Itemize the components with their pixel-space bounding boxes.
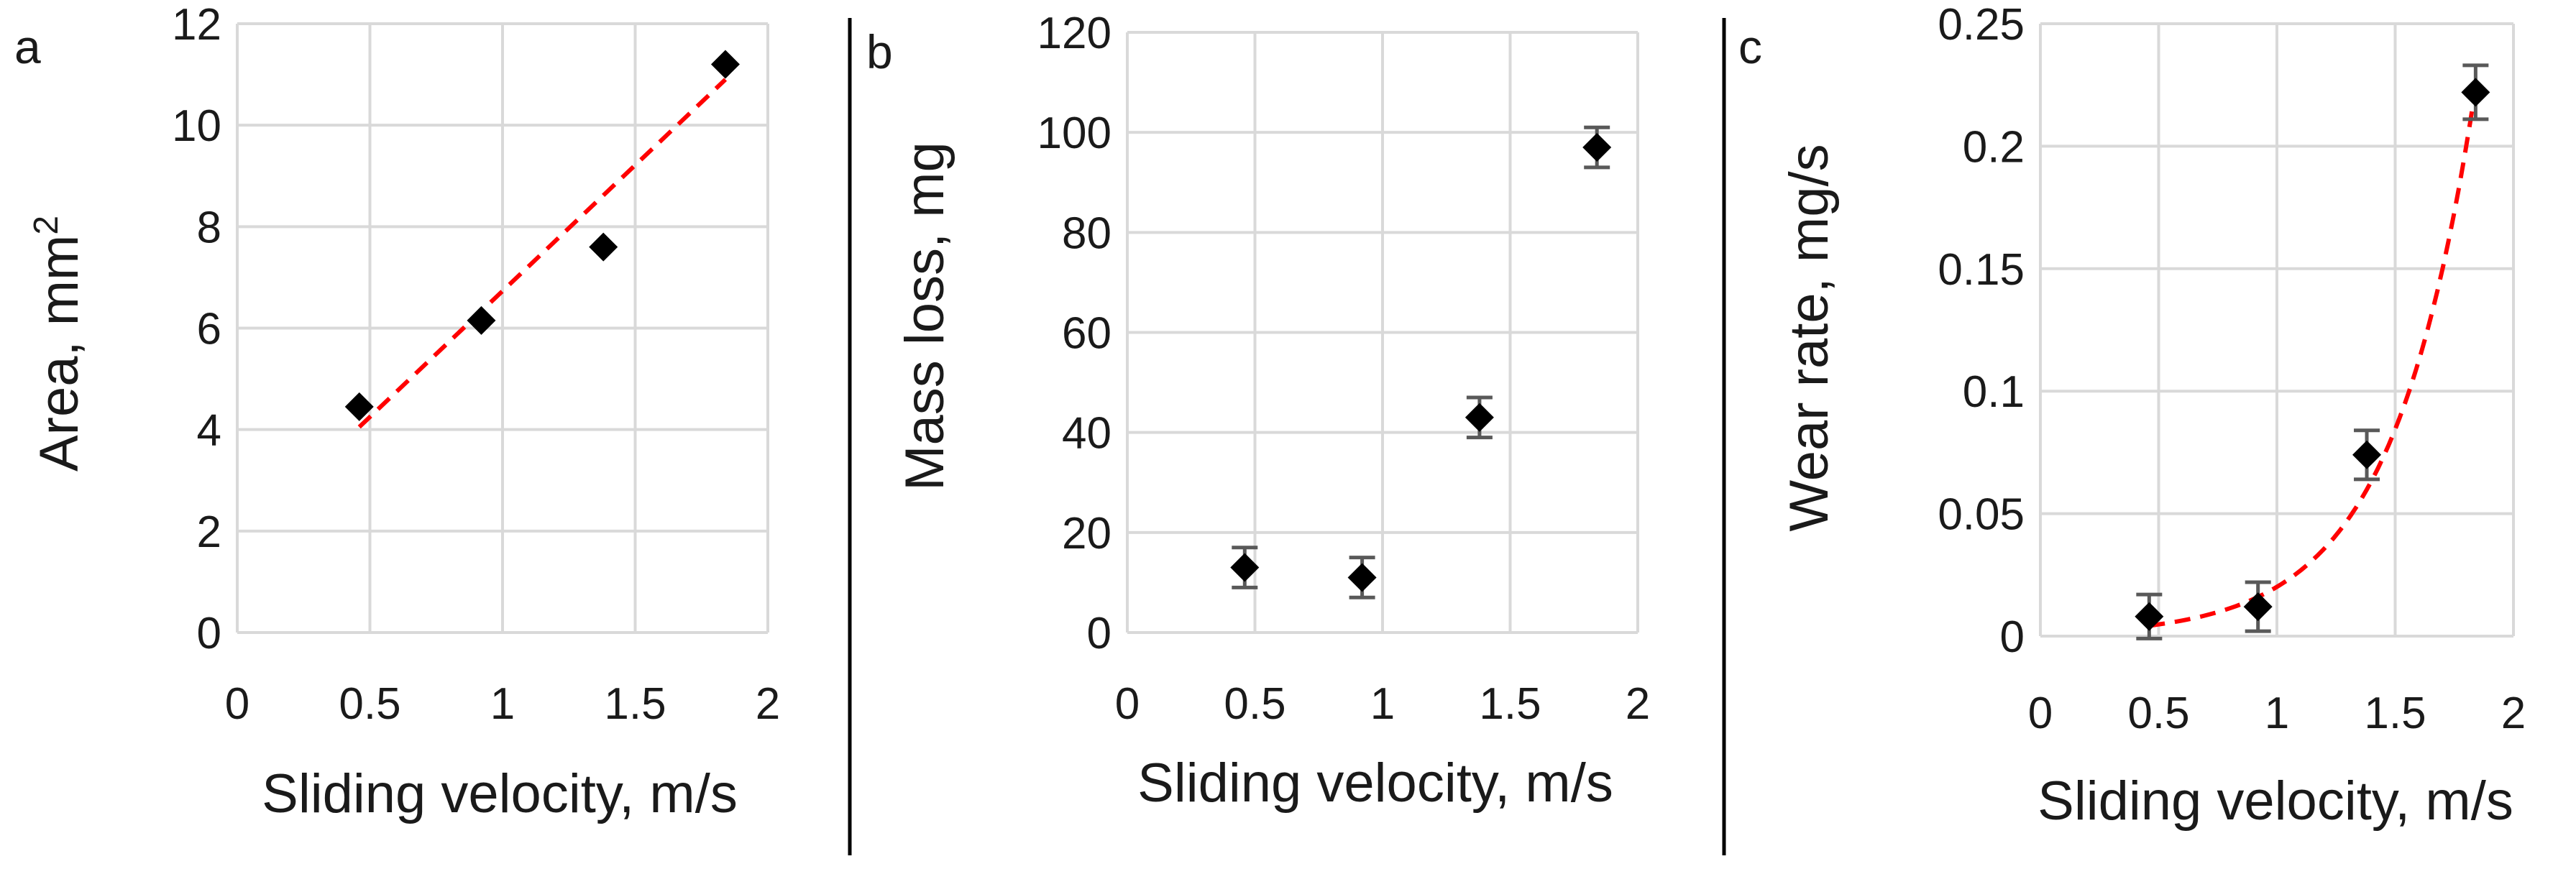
x-axis-title: Sliding velocity, m/s bbox=[2038, 771, 2513, 832]
x-tick-label: 0.5 bbox=[1224, 679, 1285, 729]
chart-panel-a: a 0 0.5 1 1.5 2 0 2 4 6 8 10 12 Sliding velocity, m… bbox=[14, 0, 780, 824]
y-tick-label: 0 bbox=[2000, 612, 2025, 662]
y-tick-label: 8 bbox=[197, 203, 221, 252]
y-tick-label: 80 bbox=[1062, 208, 1111, 258]
data-point bbox=[2461, 78, 2490, 107]
trendline bbox=[2148, 87, 2478, 628]
plot-area-a: 0 0.5 1 1.5 2 0 2 4 6 8 10 12 bbox=[172, 0, 780, 729]
y-tick-label: 0.05 bbox=[1938, 490, 2025, 540]
panel-label-a: a bbox=[14, 20, 41, 73]
y-tick-label: 12 bbox=[172, 0, 221, 50]
x-axis-title: Sliding velocity, m/s bbox=[1137, 753, 1613, 814]
y-tick-label: 2 bbox=[197, 507, 221, 557]
data-point bbox=[1465, 403, 1494, 432]
panel-label-c: c bbox=[1738, 20, 1762, 73]
x-tick-label: 1 bbox=[490, 679, 515, 729]
x-axis-title: Sliding velocity, m/s bbox=[262, 763, 738, 824]
y-axis-title: Mass loss, mg bbox=[894, 142, 955, 491]
plot-area-c: 0 0.5 1 1.5 2 0 0.05 0.1 0.15 0.2 0.25 bbox=[1938, 0, 2526, 738]
x-tick-label: 2 bbox=[2501, 689, 2526, 738]
data-point bbox=[344, 392, 374, 421]
y-tick-label: 40 bbox=[1062, 409, 1111, 459]
x-tick-label: 1.5 bbox=[1479, 679, 1541, 729]
data-point bbox=[467, 305, 496, 335]
y-tick-label: 0.2 bbox=[1963, 122, 2025, 172]
data-point bbox=[2352, 440, 2382, 469]
x-tick-label: 1 bbox=[1370, 679, 1395, 729]
y-axis-title: Wear rate, mg/s bbox=[1779, 144, 1840, 531]
y-tick-label: 10 bbox=[172, 101, 221, 151]
data-point bbox=[1230, 553, 1260, 582]
y-tick-label: 0.1 bbox=[1963, 367, 2025, 417]
y-tick-label: 4 bbox=[197, 406, 221, 456]
x-tick-label: 2 bbox=[1626, 679, 1650, 729]
x-tick-label: 1 bbox=[2265, 689, 2289, 738]
y-tick-label: 20 bbox=[1062, 509, 1111, 558]
x-tick-label: 1.5 bbox=[2364, 689, 2426, 738]
data-point bbox=[589, 232, 618, 262]
y-tick-label: 0.25 bbox=[1938, 0, 2025, 50]
y-tick-label: 120 bbox=[1037, 9, 1111, 58]
y-tick-label: 0.15 bbox=[1938, 245, 2025, 295]
x-tick-label: 2 bbox=[756, 679, 780, 729]
data-point bbox=[710, 50, 740, 79]
data-point bbox=[1347, 563, 1377, 592]
y-tick-label: 0 bbox=[1087, 609, 1111, 658]
x-tick-label: 0.5 bbox=[339, 679, 400, 729]
y-tick-label: 0 bbox=[197, 609, 221, 658]
data-point bbox=[1582, 133, 1612, 162]
y-tick-label: 100 bbox=[1037, 109, 1111, 158]
trendline bbox=[357, 78, 728, 429]
y-tick-label: 6 bbox=[197, 305, 221, 354]
y-tick-label: 60 bbox=[1062, 309, 1111, 359]
x-tick-label: 0 bbox=[225, 679, 249, 729]
panel-label-b: b bbox=[866, 25, 893, 78]
x-tick-label: 0 bbox=[2028, 689, 2053, 738]
y-axis-title: Area, mm2 bbox=[27, 216, 90, 472]
chart-panel-c: c 0 0.5 1 1.5 2 0 0.05 0.1 0.15 0.2 0.25 Sliding v… bbox=[1738, 0, 2526, 832]
x-tick-label: 0.5 bbox=[2127, 689, 2189, 738]
data-point bbox=[2243, 592, 2273, 622]
data-point bbox=[2135, 602, 2164, 631]
x-tick-label: 0 bbox=[1115, 679, 1140, 729]
x-tick-label: 1.5 bbox=[604, 679, 666, 729]
